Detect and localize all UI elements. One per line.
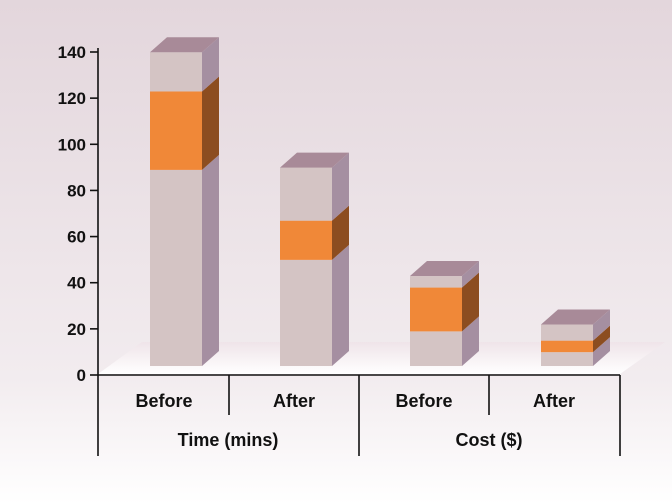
- category-label-1: Before: [135, 391, 192, 411]
- bar-1-segment-2-side: [202, 76, 219, 170]
- bar-1-segment-3-side: [202, 37, 219, 92]
- bar-1-segment-1: [150, 169, 202, 366]
- y-tick-label-60: 60: [67, 228, 86, 247]
- bar-3-segment-1: [410, 331, 462, 366]
- y-tick-label-20: 20: [67, 320, 86, 339]
- bar-4: [541, 309, 610, 366]
- bar-2: [280, 152, 349, 366]
- y-tick-label-140: 140: [58, 43, 86, 62]
- y-tick-label-0: 0: [77, 366, 86, 385]
- bar-3-segment-3-side: [462, 261, 479, 288]
- bar-1-segment-2: [150, 91, 202, 170]
- chart-floor: [98, 342, 665, 374]
- bar-2-segment-3: [280, 167, 332, 221]
- bar-3-segment-3: [410, 276, 462, 288]
- bar-2-segment-1-side: [332, 244, 349, 366]
- bar-4-segment-3: [541, 324, 593, 341]
- bar-2-segment-2: [280, 220, 332, 260]
- bar-3-top-face: [410, 261, 479, 277]
- bar-4-segment-1-side: [593, 337, 610, 366]
- category-label-4: After: [533, 391, 575, 411]
- y-tick-label-40: 40: [67, 274, 86, 293]
- bar-3: [410, 261, 479, 366]
- group-label-2: Cost ($): [456, 430, 523, 450]
- bar-4-segment-2-side: [593, 325, 610, 353]
- y-tick-label-120: 120: [58, 89, 86, 108]
- category-label-2: After: [273, 391, 315, 411]
- bar-3-segment-2-side: [462, 272, 479, 332]
- bar-3-segment-1-side: [462, 316, 479, 366]
- bar-1-segment-3: [150, 52, 202, 92]
- bar-4-segment-1: [541, 352, 593, 366]
- bar-2-segment-2-side: [332, 205, 349, 260]
- bar-4-segment-2: [541, 340, 593, 353]
- y-tick-label-80: 80: [67, 181, 86, 200]
- bar-4-top-face: [541, 309, 610, 325]
- bar-2-segment-1: [280, 259, 332, 366]
- bar-2-top-face: [280, 152, 349, 168]
- bar-1: [150, 37, 219, 366]
- y-tick-label-100: 100: [58, 135, 86, 154]
- group-label-1: Time (mins): [178, 430, 279, 450]
- bar-4-segment-3-side: [593, 309, 610, 341]
- bar-1-segment-1-side: [202, 154, 219, 366]
- bar-3-segment-2: [410, 287, 462, 332]
- category-label-3: Before: [395, 391, 452, 411]
- bar-2-segment-3-side: [332, 152, 349, 221]
- bar-1-top-face: [150, 37, 219, 53]
